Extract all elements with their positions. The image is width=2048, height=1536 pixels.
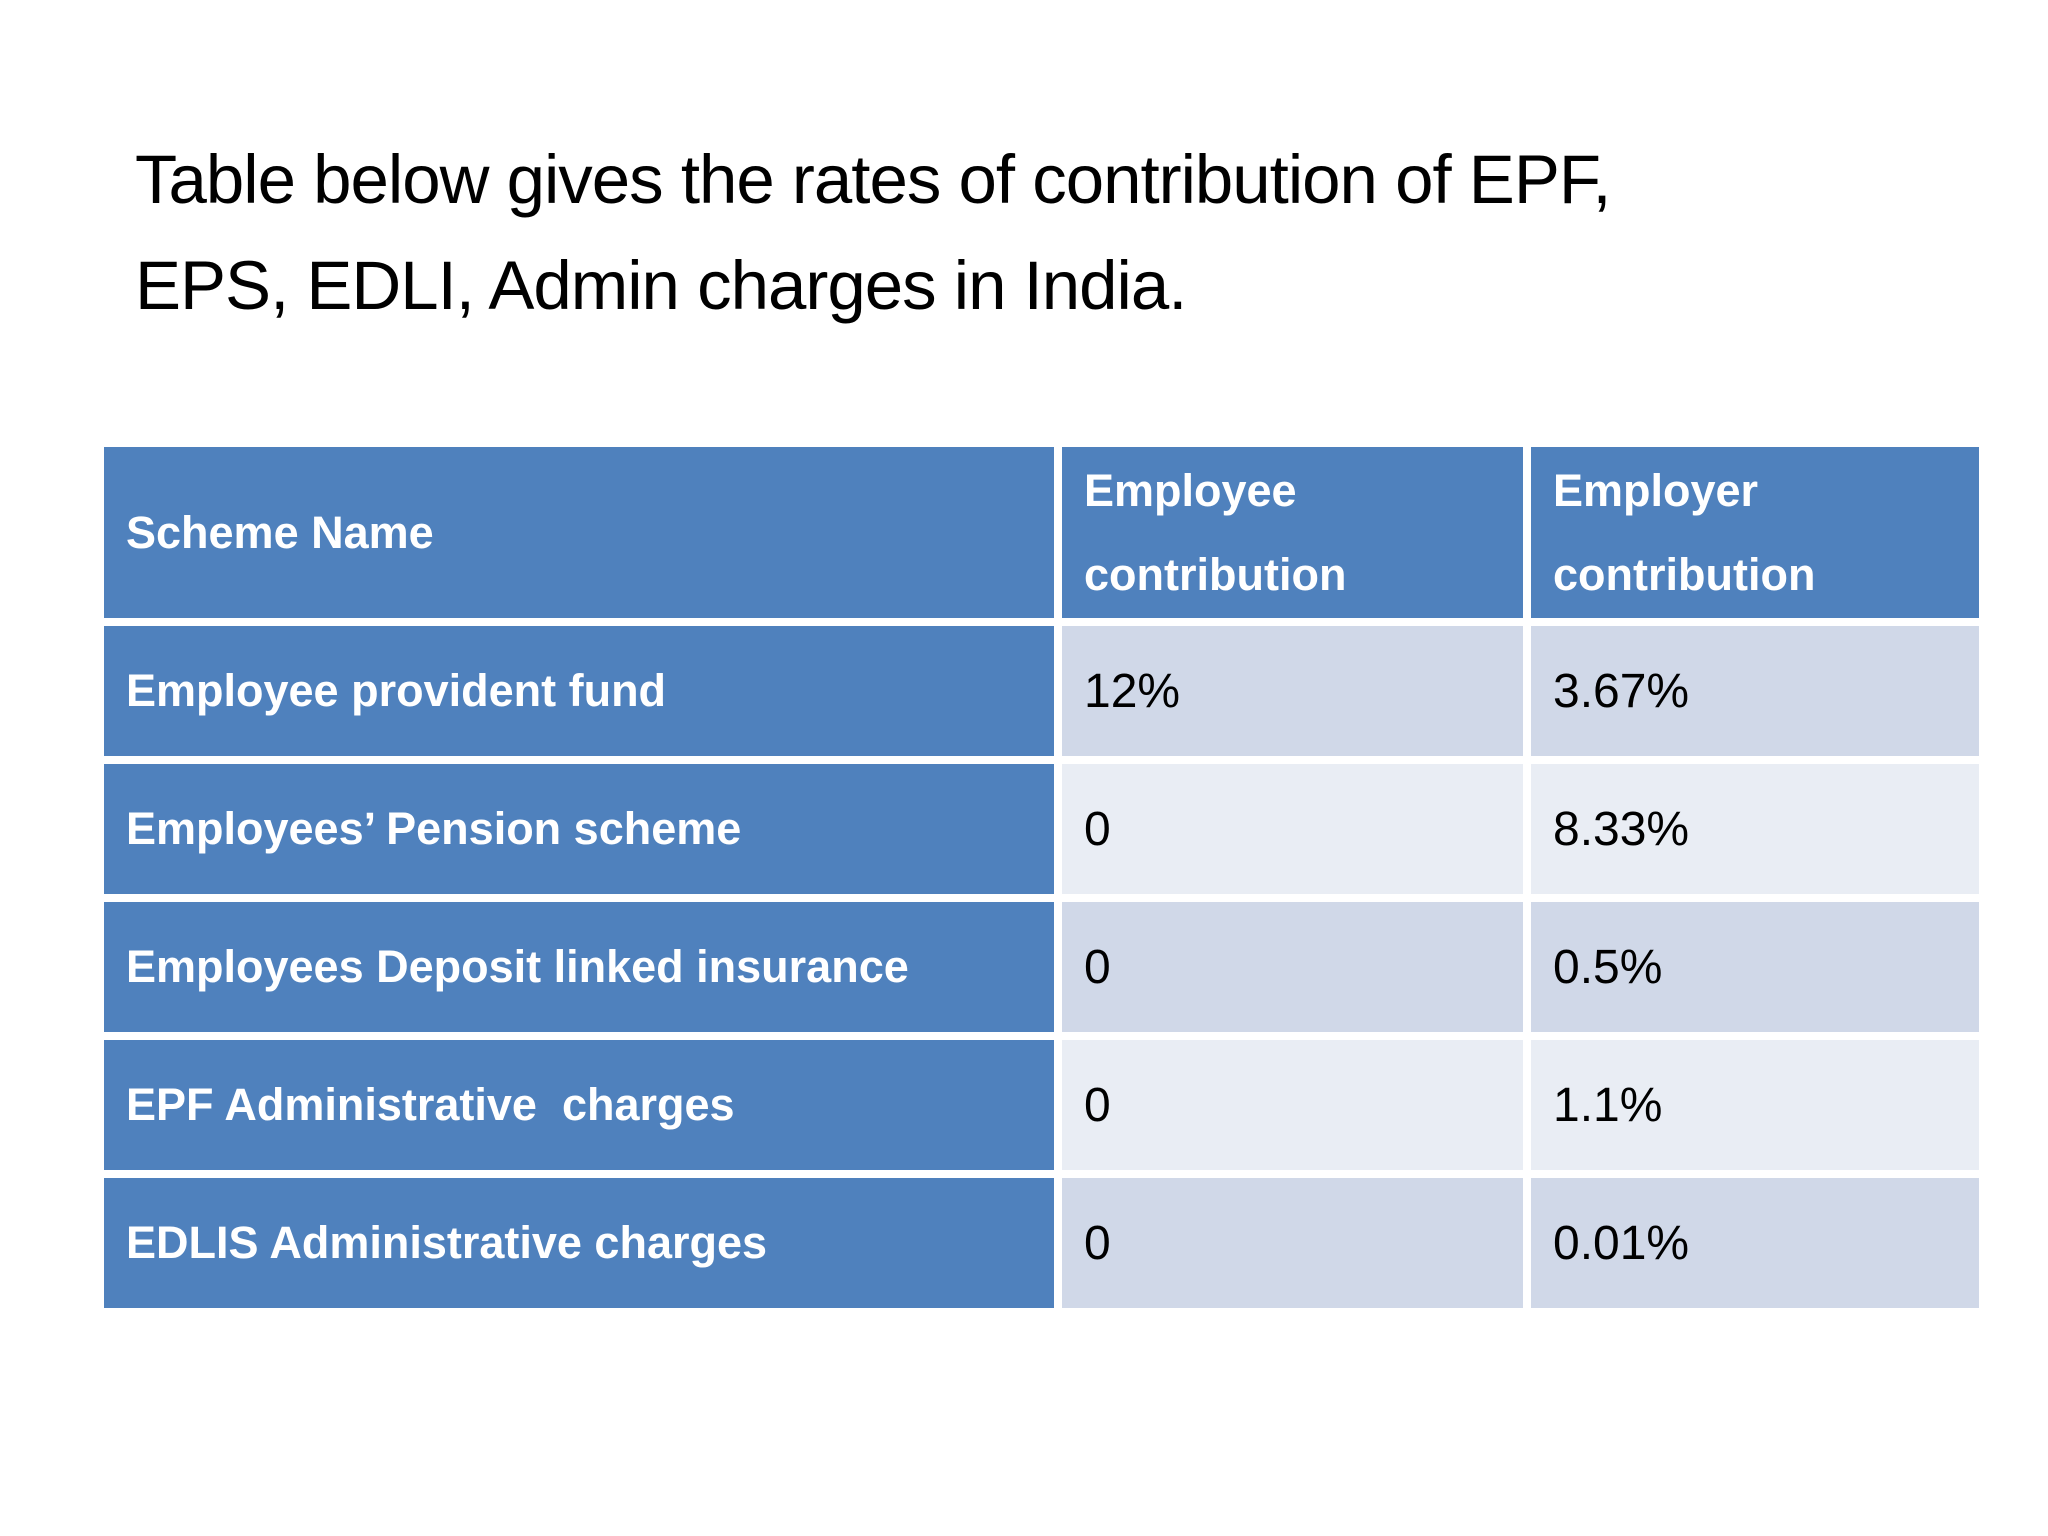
slide-title: Table below gives the rates of contribut… xyxy=(135,127,1612,339)
employer-contribution-cell: 3.67% xyxy=(1531,626,1979,756)
column-header-label: Scheme Name xyxy=(126,506,434,558)
employee-contribution-cell: 0 xyxy=(1062,1040,1523,1170)
scheme-cell: EDLIS Administrative charges xyxy=(104,1178,1054,1308)
employee-contribution-cell: 0 xyxy=(1062,1178,1523,1308)
scheme-cell: Employees’ Pension scheme xyxy=(104,764,1054,894)
employer-contribution-cell: 1.1% xyxy=(1531,1040,1979,1170)
scheme-cell: EPF Administrative charges xyxy=(104,1040,1054,1170)
column-header-label: Employee contribution xyxy=(1084,464,1347,600)
slide-title-line1: Table below gives the rates of contribut… xyxy=(135,141,1612,218)
scheme-cell: Employee provident fund xyxy=(104,626,1054,756)
employer-contribution-cell: 0.01% xyxy=(1531,1178,1979,1308)
employer-contribution-cell: 8.33% xyxy=(1531,764,1979,894)
slide-title-line2: EPS, EDLI, Admin charges in India. xyxy=(135,247,1187,324)
contribution-rates-table: Scheme Name Employee contribution Employe… xyxy=(104,447,1979,1308)
scheme-cell: Employees Deposit linked insurance xyxy=(104,902,1054,1032)
column-header-employer-contribution: Employer contribution xyxy=(1531,447,1979,618)
column-header-employee-contribution: Employee contribution xyxy=(1062,447,1523,618)
column-header-scheme-name: Scheme Name xyxy=(104,447,1054,618)
employer-contribution-cell: 0.5% xyxy=(1531,902,1979,1032)
column-header-label: Employer contribution xyxy=(1553,464,1816,600)
employee-contribution-cell: 0 xyxy=(1062,764,1523,894)
employee-contribution-cell: 0 xyxy=(1062,902,1523,1032)
employee-contribution-cell: 12% xyxy=(1062,626,1523,756)
